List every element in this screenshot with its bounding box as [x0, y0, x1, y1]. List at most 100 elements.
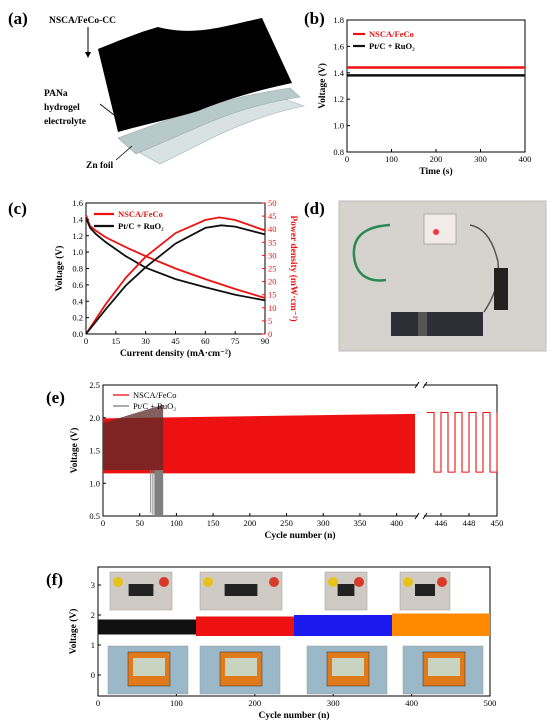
y-axis-title: Voltage (V) [317, 63, 328, 109]
y-tick-label: 1.4 [72, 214, 83, 224]
x-axis-title: Current density (mA·cm⁻²) [120, 348, 231, 359]
y-tick-label: 1.0 [89, 478, 100, 488]
chart-e: 0.5 1.0 1.5 2.0 2.5 0 50 100 150 200 250 300 350 400 4… [69, 380, 503, 541]
y2-tick-label: 50 [268, 198, 277, 208]
y-tick-label: 1.6 [333, 41, 344, 51]
panel-a-mid-label-1: PANa [44, 89, 68, 99]
x-tick-label: 75 [231, 336, 240, 346]
y2-tick-label: 20 [268, 277, 277, 287]
panel-d: (d) [304, 199, 547, 352]
y2-tick-label: 15 [268, 290, 277, 300]
panel-a-bottom-label: Zn foil [86, 161, 114, 171]
y2-tick-label: 0 [268, 329, 272, 339]
y-tick-label: 3 [91, 580, 95, 590]
red-ball-icon [354, 577, 364, 587]
y-tick-label: 1.8 [333, 15, 344, 25]
legend-label: Pt/C + RuO₂ [369, 41, 415, 51]
series-band [294, 615, 392, 636]
x-tick-label: 400 [390, 518, 403, 528]
panel-b-label: (b) [304, 9, 325, 28]
black-wire-icon [469, 224, 500, 313]
series-band [103, 404, 164, 471]
red-ball-icon [269, 577, 279, 587]
panel-f-label: (f) [46, 570, 63, 589]
yellow-ball-icon [328, 577, 338, 587]
x-tick-label: 300 [317, 518, 330, 528]
x-tick-label: 100 [385, 154, 398, 164]
x-tick-label: 0 [345, 154, 349, 164]
y-axis-title: Voltage (V) [54, 246, 65, 292]
x-axis-title: Cycle number (n) [264, 530, 335, 541]
y2-tick-label: 25 [268, 264, 277, 274]
y2-tick-label: 10 [268, 303, 277, 313]
multimeter-display-icon [133, 658, 165, 676]
x-tick-label: 100 [170, 698, 183, 708]
x-tick-label: 400 [519, 154, 532, 164]
battery-strip-icon [415, 584, 435, 596]
legend-label: NSCA/FeCo [369, 29, 414, 39]
y-tick-label: 1.0 [72, 247, 83, 257]
y-tick-label: 1.2 [333, 94, 344, 104]
axis-break-mark [422, 512, 428, 520]
callout-line-mid [99, 103, 115, 116]
y-tick-label: 0 [91, 670, 95, 680]
yellow-ball-icon [403, 577, 413, 587]
y2-tick-label: 40 [268, 224, 277, 234]
x-tick-label: 200 [248, 698, 261, 708]
y-tick-label: 1.4 [333, 68, 344, 78]
y2-axis-title: Power density (mW·cm⁻²) [288, 215, 299, 321]
red-ball-icon [159, 577, 169, 587]
series-band [98, 619, 196, 635]
series-line [85, 224, 266, 335]
legend-label: NSCA/FeCo [118, 209, 163, 219]
x-tick-label: 446 [435, 518, 448, 528]
panel-f: (f) 0 100 200 300 400 500 0 1 2 3 Cycle number (n)… [46, 566, 497, 721]
x-tick-label: 300 [474, 154, 487, 164]
panel-a: (a) NSCA/FeCo-CC PANa hydrogel electroly… [8, 9, 306, 171]
y-tick-label: 0.8 [72, 264, 83, 274]
x-tick-label: 15 [112, 336, 121, 346]
panel-a-top-label: NSCA/FeCo-CC [49, 16, 116, 26]
x-tick-label: 0 [96, 698, 100, 708]
led-matrix-icon [423, 213, 457, 245]
axis-break-mark [414, 512, 420, 520]
x-tick-label: 30 [141, 336, 150, 346]
y2-tick-label: 30 [268, 250, 277, 260]
x-tick-label: 450 [491, 518, 504, 528]
multimeter-display-icon [428, 658, 460, 676]
x-tick-label: 500 [484, 698, 497, 708]
flexible-battery-icon [391, 312, 483, 336]
x-tick-label: 0 [84, 336, 88, 346]
x-axis-title: Cycle number (n) [258, 710, 329, 721]
y-tick-label: 1.5 [89, 446, 100, 456]
series-band [103, 413, 415, 474]
y-tick-label: 0.0 [72, 329, 83, 339]
x-tick-label: 0 [101, 518, 105, 528]
x-tick-label: 50 [135, 518, 144, 528]
panel-e-label: (e) [46, 388, 65, 407]
series-line [85, 216, 266, 335]
x-tick-label: 400 [405, 698, 418, 708]
series-band [392, 613, 490, 636]
x-tick-label: 200 [430, 154, 443, 164]
axis-break-mark [414, 381, 420, 389]
yellow-ball-icon [113, 577, 123, 587]
y-tick-label: 0.2 [72, 313, 83, 323]
axis-break-gap [418, 382, 424, 388]
panel-d-label: (d) [304, 199, 325, 218]
panel-a-mid-label-2: hydrogel [44, 103, 80, 113]
y-tick-label: 1.2 [72, 231, 83, 241]
legend-label: Pt/C + RuO₂ [133, 401, 176, 411]
y-tick-label: 2.0 [89, 413, 100, 423]
panel-a-mid-label-3: electrolyte [44, 117, 86, 127]
callout-line-bottom [115, 145, 133, 161]
axis-break-mark [422, 381, 428, 389]
legend-label: NSCA/FeCo [133, 390, 176, 400]
x-tick-label: 300 [327, 698, 340, 708]
series-band [154, 470, 164, 516]
y-tick-label: 0.4 [72, 296, 83, 306]
x-tick-label: 448 [463, 518, 476, 528]
chart-b: 0 100 200 300 400 0.8 1.0 1.2 1.4 1.6 1.8 Time (s) V… [317, 15, 531, 177]
chart-f: 0 100 200 300 400 500 0 1 2 3 Cycle number (n) Volt… [68, 566, 497, 721]
green-wire-icon [352, 223, 391, 282]
